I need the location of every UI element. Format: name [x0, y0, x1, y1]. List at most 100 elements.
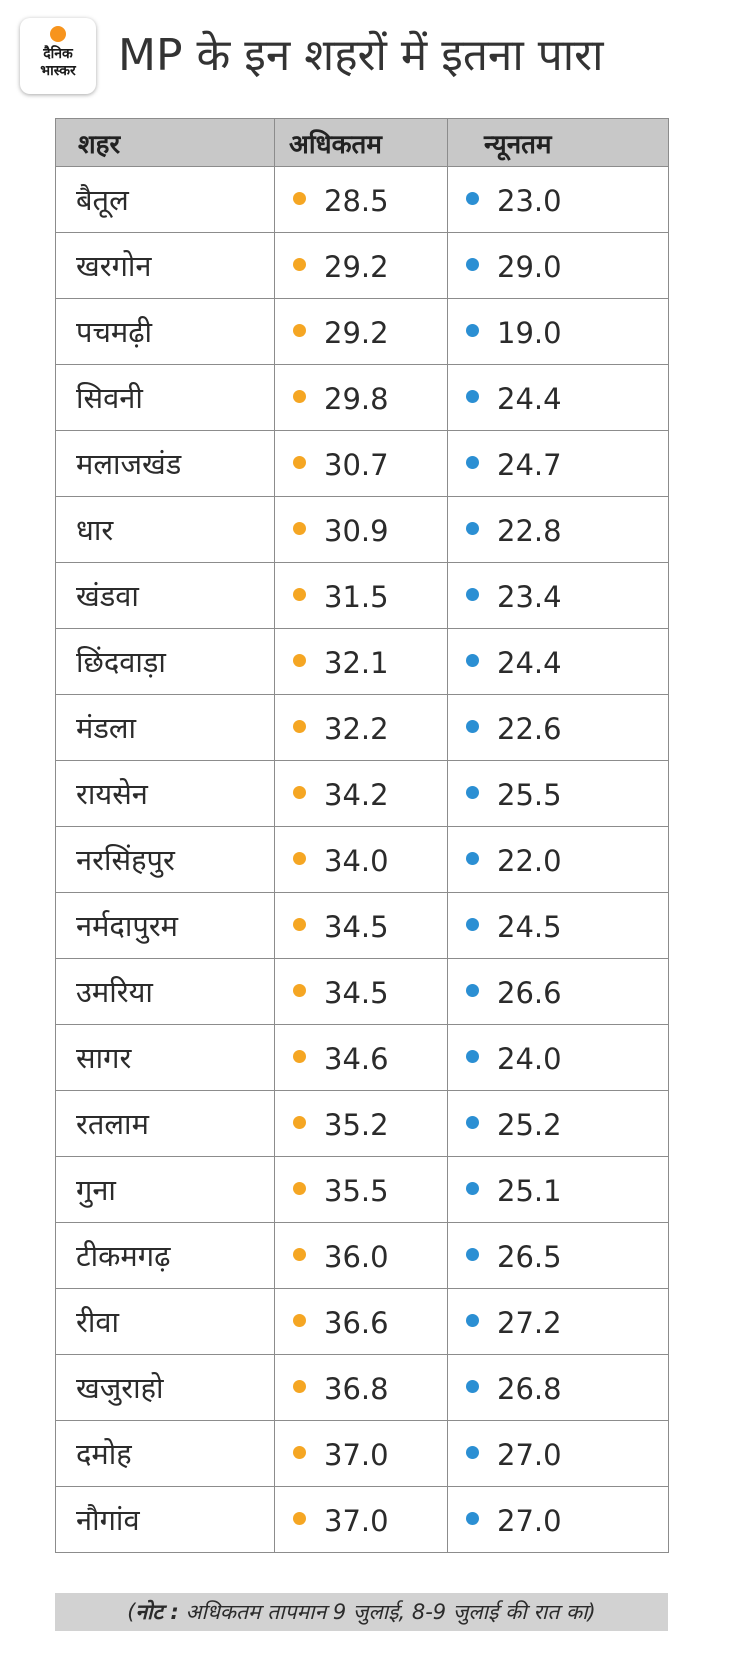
blue-dot-icon	[466, 258, 479, 271]
blue-dot-icon	[466, 786, 479, 799]
max-temp-cell: 30.7	[274, 430, 448, 497]
min-temp-cell: 26.8	[447, 1354, 669, 1421]
blue-dot-icon	[466, 390, 479, 403]
blue-dot-icon	[466, 1248, 479, 1261]
table-row: टीकमगढ़ 36.0 26.5	[55, 1222, 669, 1289]
page-title: MP के इन शहरों में इतना पारा	[118, 30, 604, 81]
orange-dot-icon	[293, 720, 306, 733]
blue-dot-icon	[466, 1512, 479, 1525]
max-temp-value: 28.5	[324, 183, 389, 218]
max-temp-value: 34.6	[324, 1041, 389, 1076]
min-temp-value: 26.8	[497, 1371, 562, 1406]
max-temp-value: 34.0	[324, 843, 389, 878]
orange-dot-icon	[293, 1050, 306, 1063]
min-temp-cell: 24.4	[447, 364, 669, 431]
max-temp-cell: 30.9	[274, 496, 448, 563]
max-temp-cell: 35.2	[274, 1090, 448, 1157]
city-name: धार	[55, 496, 275, 563]
city-name: सिवनी	[55, 364, 275, 431]
min-temp-value: 27.2	[497, 1305, 562, 1340]
blue-dot-icon	[466, 1116, 479, 1129]
max-temp-value: 35.5	[324, 1173, 389, 1208]
logo-sun-icon	[50, 26, 66, 42]
min-temp-cell: 19.0	[447, 298, 669, 365]
min-temp-value: 26.5	[497, 1239, 562, 1274]
table-row: नरसिंहपुर 34.0 22.0	[55, 826, 669, 893]
blue-dot-icon	[466, 1050, 479, 1063]
table-row: पचमढ़ी 29.2 19.0	[55, 298, 669, 365]
orange-dot-icon	[293, 456, 306, 469]
max-temp-value: 34.2	[324, 777, 389, 812]
min-temp-cell: 24.5	[447, 892, 669, 959]
blue-dot-icon	[466, 522, 479, 535]
max-temp-cell: 29.8	[274, 364, 448, 431]
min-temp-cell: 25.5	[447, 760, 669, 827]
max-temp-cell: 37.0	[274, 1486, 448, 1553]
max-temp-cell: 36.6	[274, 1288, 448, 1355]
max-temp-value: 29.2	[324, 315, 389, 350]
logo-line-2: भास्कर	[40, 63, 76, 79]
note-text: अधिकतम तापमान 9 जुलाई, 8-9 जुलाई की रात …	[178, 1600, 596, 1624]
orange-dot-icon	[293, 1248, 306, 1261]
min-temp-value: 22.0	[497, 843, 562, 878]
max-temp-cell: 36.8	[274, 1354, 448, 1421]
orange-dot-icon	[293, 1314, 306, 1327]
orange-dot-icon	[293, 786, 306, 799]
min-temp-value: 25.2	[497, 1107, 562, 1142]
table-row: मलाजखंड 30.7 24.7	[55, 430, 669, 497]
min-temp-cell: 23.4	[447, 562, 669, 629]
table-row: नौगांव 37.0 27.0	[55, 1486, 669, 1553]
orange-dot-icon	[293, 1182, 306, 1195]
min-temp-value: 27.0	[497, 1503, 562, 1538]
city-name: नौगांव	[55, 1486, 275, 1553]
min-temp-value: 25.1	[497, 1173, 562, 1208]
min-temp-cell: 24.0	[447, 1024, 669, 1091]
city-name: नरसिंहपुर	[55, 826, 275, 893]
max-temp-value: 35.2	[324, 1107, 389, 1142]
max-temp-value: 31.5	[324, 579, 389, 614]
max-temp-cell: 34.2	[274, 760, 448, 827]
blue-dot-icon	[466, 720, 479, 733]
table-row: छिंदवाड़ा 32.1 24.4	[55, 628, 669, 695]
table-row: मंडला 32.2 22.6	[55, 694, 669, 761]
table-row: सागर 34.6 24.0	[55, 1024, 669, 1091]
max-temp-value: 29.2	[324, 249, 389, 284]
max-temp-value: 32.2	[324, 711, 389, 746]
blue-dot-icon	[466, 654, 479, 667]
table-row: बैतूल 28.5 23.0	[55, 166, 669, 233]
city-name: सागर	[55, 1024, 275, 1091]
max-temp-value: 37.0	[324, 1437, 389, 1472]
header-city: शहर	[55, 118, 275, 167]
logo-line-1: दैनिक	[43, 46, 73, 62]
max-temp-value: 32.1	[324, 645, 389, 680]
city-name: बैतूल	[55, 166, 275, 233]
min-temp-value: 23.4	[497, 579, 562, 614]
orange-dot-icon	[293, 918, 306, 931]
city-name: रायसेन	[55, 760, 275, 827]
max-temp-value: 36.0	[324, 1239, 389, 1274]
table-row: रीवा 36.6 27.2	[55, 1288, 669, 1355]
max-temp-cell: 32.1	[274, 628, 448, 695]
header-min: न्यूनतम	[447, 118, 669, 167]
max-temp-value: 34.5	[324, 975, 389, 1010]
min-temp-cell: 23.0	[447, 166, 669, 233]
city-name: टीकमगढ़	[55, 1222, 275, 1289]
min-temp-value: 26.6	[497, 975, 562, 1010]
city-name: रतलाम	[55, 1090, 275, 1157]
min-temp-cell: 25.2	[447, 1090, 669, 1157]
orange-dot-icon	[293, 522, 306, 535]
city-name: पचमढ़ी	[55, 298, 275, 365]
table-header-row: शहर अधिकतम न्यूनतम	[55, 118, 669, 167]
table-row: खरगोन 29.2 29.0	[55, 232, 669, 299]
max-temp-value: 30.9	[324, 513, 389, 548]
min-temp-cell: 26.6	[447, 958, 669, 1025]
min-temp-value: 22.6	[497, 711, 562, 746]
max-temp-cell: 34.6	[274, 1024, 448, 1091]
min-temp-value: 27.0	[497, 1437, 562, 1472]
city-name: दमोह	[55, 1420, 275, 1487]
orange-dot-icon	[293, 1380, 306, 1393]
max-temp-cell: 32.2	[274, 694, 448, 761]
blue-dot-icon	[466, 852, 479, 865]
min-temp-cell: 22.8	[447, 496, 669, 563]
blue-dot-icon	[466, 456, 479, 469]
